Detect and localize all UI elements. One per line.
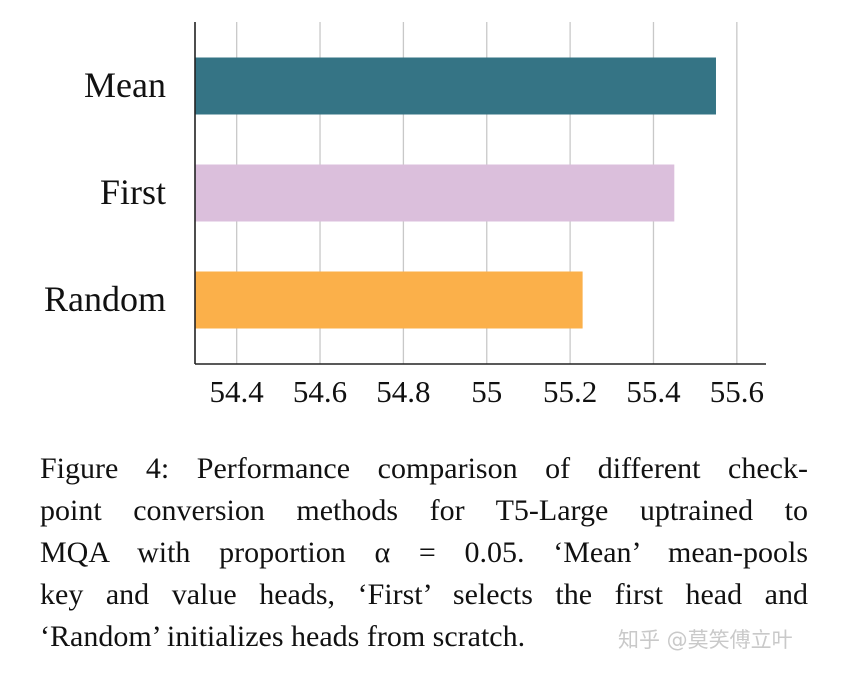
bar-random bbox=[195, 271, 583, 329]
caption-line: ‘Random’ initializes heads from scratch. bbox=[40, 620, 526, 653]
caption-line: key and value heads, ‘First’ selects the… bbox=[40, 578, 808, 611]
category-label: Mean bbox=[84, 65, 166, 105]
x-tick-label: 54.4 bbox=[210, 374, 265, 409]
watermark: 知乎 @莫笑傅立叶 bbox=[618, 628, 793, 652]
category-label: Random bbox=[44, 279, 166, 319]
caption-line: MQA with proportion α = 0.05. ‘Mean’ mea… bbox=[40, 536, 808, 569]
x-tick-label: 54.8 bbox=[376, 374, 430, 409]
category-label: First bbox=[100, 172, 166, 212]
bar-chart: 54.4 54.6 54.8 55 55.2 55.4 55.6 Mean First Rand… bbox=[44, 22, 766, 409]
bar-mean bbox=[195, 57, 716, 115]
x-ticks: 54.4 54.6 54.8 55 55.2 55.4 55.6 bbox=[210, 374, 764, 409]
caption-line: Figure 4: Performance comparison of diff… bbox=[40, 452, 808, 485]
x-tick-label: 54.6 bbox=[293, 374, 347, 409]
caption-line: point conversion methods for T5-Large up… bbox=[40, 494, 808, 527]
x-tick-label: 55.6 bbox=[710, 374, 764, 409]
x-tick-label: 55.2 bbox=[543, 374, 597, 409]
x-tick-label: 55.4 bbox=[626, 374, 681, 409]
figure-caption: Figure 4: Performance comparison of diff… bbox=[40, 448, 808, 658]
category-labels: Mean First Random bbox=[44, 65, 166, 319]
x-tick-label: 55 bbox=[471, 374, 502, 409]
bars bbox=[195, 57, 716, 329]
bar-first bbox=[195, 164, 675, 222]
